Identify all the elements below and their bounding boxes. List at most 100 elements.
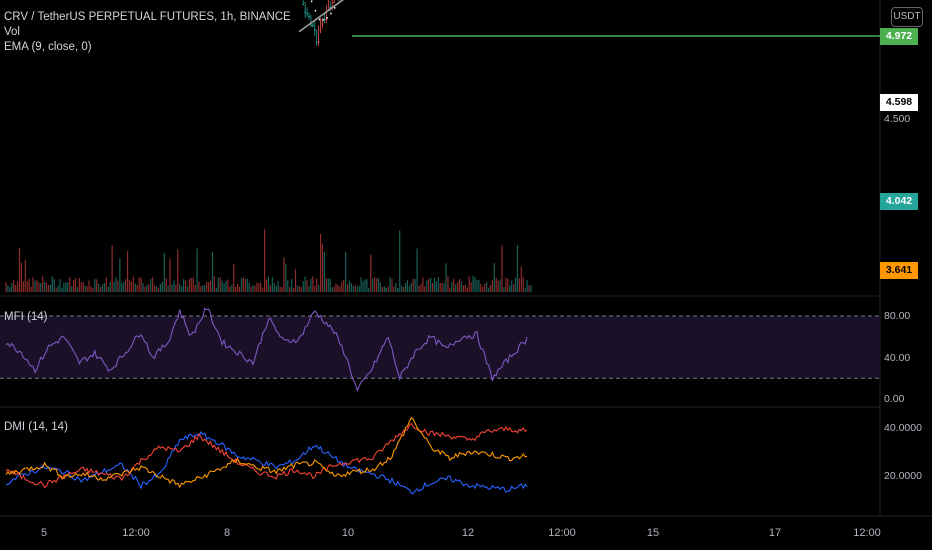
- volume-bar: [480, 283, 482, 292]
- price-label-white: 4.598: [880, 94, 918, 111]
- mfi-legend[interactable]: MFI (14): [4, 311, 48, 323]
- volume-bar: [269, 285, 272, 292]
- volume-bar: [134, 283, 136, 292]
- volume-bar: [121, 283, 123, 292]
- volume-bar: [13, 280, 15, 292]
- candle: [304, 2, 306, 18]
- volume-bar: [445, 263, 447, 292]
- volume-bar: [356, 286, 358, 292]
- volume-bar: [15, 285, 17, 292]
- volume-bar: [443, 283, 445, 292]
- volume-bar: [462, 285, 465, 292]
- volume-bar: [522, 276, 524, 292]
- volume-bar: [416, 248, 418, 292]
- volume-bar: [395, 283, 397, 292]
- volume-bar: [499, 279, 501, 292]
- volume-bar: [105, 277, 107, 292]
- currency-badge[interactable]: USDT: [891, 7, 923, 27]
- volume-bar: [208, 282, 210, 292]
- price-label-orange: 3.641: [880, 262, 918, 279]
- volume-bar: [18, 248, 21, 292]
- volume-bar: [468, 276, 470, 292]
- volume-bar: [154, 285, 156, 292]
- volume-bar: [67, 282, 69, 292]
- volume-bar: [372, 278, 374, 292]
- volume-bar: [117, 280, 119, 292]
- volume-bar: [397, 287, 399, 292]
- volume-bar: [514, 277, 517, 292]
- volume-bar: [45, 282, 48, 292]
- volume-bar: [383, 286, 385, 292]
- volume-indicator-label[interactable]: Vol: [4, 26, 20, 38]
- symbol-title[interactable]: CRV / TetherUS PERPETUAL FUTURES, 1h, BI…: [4, 11, 291, 23]
- volume-bar: [217, 277, 219, 292]
- volume-bar: [11, 283, 13, 292]
- volume-bar: [36, 280, 38, 292]
- volume-bar: [318, 285, 320, 292]
- volume-bar: [126, 250, 129, 292]
- volume-bar: [410, 283, 412, 292]
- volume-bar: [181, 286, 183, 292]
- candle-body: [304, 11, 306, 13]
- time-axis-tick: 12:00: [853, 527, 881, 539]
- volume-bar: [283, 257, 285, 292]
- volume-bar: [246, 278, 248, 292]
- volume-bar: [157, 287, 160, 292]
- volume-bar: [418, 285, 420, 292]
- volume-bar: [505, 277, 507, 292]
- volume-bar: [368, 287, 370, 292]
- volume-bar: [393, 286, 395, 292]
- volume-bar: [38, 282, 40, 292]
- volume-bar: [308, 286, 310, 292]
- candle-body: [323, 18, 326, 20]
- volume-bar: [125, 279, 127, 292]
- volume-bar: [260, 282, 262, 292]
- volume-bar: [379, 282, 382, 292]
- mfi-axis-tick: 40.00: [884, 352, 911, 364]
- volume-bar: [302, 281, 304, 292]
- volume-bar: [244, 279, 246, 292]
- volume-bar: [30, 287, 32, 292]
- volume-bar: [337, 284, 339, 292]
- volume-bar: [235, 287, 237, 292]
- volume-bar: [362, 281, 364, 292]
- volume-bar: [333, 286, 335, 292]
- volume-bar: [57, 285, 59, 292]
- volume-bar: [61, 287, 63, 292]
- candle: [317, 25, 320, 46]
- volume-bar: [435, 281, 437, 292]
- volume-bar: [433, 277, 436, 292]
- candle-body: [317, 41, 320, 43]
- volume-bar: [55, 287, 57, 292]
- price-axis-tick: 4.500: [884, 113, 911, 125]
- volume-bar: [113, 282, 115, 292]
- volume-bar: [84, 285, 86, 292]
- volume-bar: [352, 286, 354, 292]
- volume-bar: [242, 277, 244, 292]
- candle: [310, 14, 312, 28]
- volume-bar: [370, 254, 372, 292]
- volume-bar: [319, 233, 322, 292]
- volume-bar: [76, 287, 79, 292]
- candle-body: [312, 24, 314, 26]
- candle-body: [333, 2, 335, 4]
- candle-body: [302, 4, 305, 6]
- volume-bar: [24, 259, 26, 292]
- volume-bar: [167, 285, 169, 292]
- volume-bar: [374, 276, 376, 292]
- ema-indicator-label[interactable]: EMA (9, close, 0): [4, 41, 92, 53]
- volume-bar: [489, 285, 492, 292]
- volume-bar: [428, 279, 430, 292]
- volume-bar: [277, 280, 279, 292]
- volume-bar: [150, 279, 152, 292]
- time-axis-tick: 10: [341, 527, 355, 539]
- time-axis-tick: 15: [646, 527, 660, 539]
- volume-bar: [92, 287, 94, 292]
- volume-bar: [491, 280, 493, 292]
- volume-bar: [287, 280, 289, 292]
- volume-bar: [472, 276, 474, 292]
- dmi-legend[interactable]: DMI (14, 14): [4, 421, 68, 433]
- adx-line: [5, 416, 528, 489]
- volume-bar: [152, 277, 154, 292]
